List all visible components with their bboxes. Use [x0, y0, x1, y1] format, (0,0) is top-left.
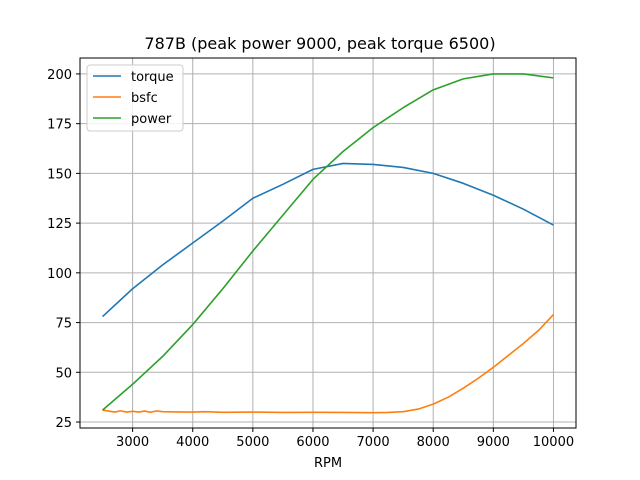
bsfc-line — [102, 314, 555, 414]
y-tick-label: 150 — [47, 167, 72, 182]
y-tick-label: 50 — [55, 366, 72, 381]
x-tick-label: 8000 — [417, 435, 450, 450]
x-axis-title: RPM — [314, 456, 342, 471]
chart-title: 787B (peak power 9000, peak torque 6500) — [144, 34, 495, 53]
x-tick-label: 5000 — [236, 435, 269, 450]
torque-legend-label: torque — [131, 70, 174, 85]
y-tick-label: 175 — [47, 118, 72, 133]
legend: torque bsfc power — [86, 64, 184, 132]
x-tick-label: 9000 — [477, 435, 510, 450]
grid — [80, 58, 576, 428]
y-tick-label: 100 — [47, 267, 72, 282]
x-tick-label: 3000 — [116, 435, 149, 450]
x-tick-label: 4000 — [176, 435, 209, 450]
y-tick-label: 75 — [55, 317, 72, 332]
bsfc-legend-label: bsfc — [131, 91, 158, 106]
power-line — [102, 73, 554, 411]
x-tick-label: 6000 — [296, 435, 329, 450]
y-tick-label: 125 — [47, 217, 72, 232]
axis-ticks: 3000 4000 5000 6000 7000 8000 9000 10000 25 50 75 1… — [47, 68, 574, 450]
legend-box — [86, 64, 184, 132]
y-tick-label: 25 — [55, 416, 72, 431]
series-layer — [102, 73, 555, 414]
power-legend-label: power — [131, 112, 172, 127]
x-tick-label: 10000 — [533, 435, 574, 450]
y-tick-label: 200 — [47, 68, 72, 83]
torque-line — [102, 162, 554, 318]
x-tick-label: 7000 — [357, 435, 390, 450]
plot-frame — [79, 57, 577, 429]
